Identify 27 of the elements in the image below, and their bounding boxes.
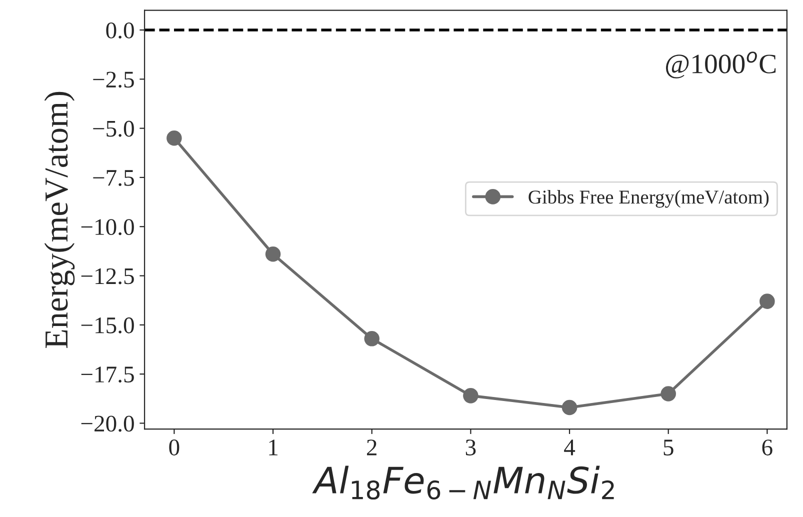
point (660, 386, 676, 402)
x-tick-label: 1 (269, 440, 278, 456)
y-tick-label: −7.5 (93, 170, 134, 186)
x-tick-label: 5 (664, 440, 674, 456)
legend-label: Gibbs Free Energy(meV/atom) (528, 190, 769, 208)
x-tick-label: 0 (169, 440, 180, 456)
point (265, 246, 281, 262)
x-tick-label: 3 (466, 440, 476, 456)
y-tick-label: −12.5 (81, 268, 134, 284)
y-axis-title: Energy(meV/atom) (44, 92, 75, 348)
y-tick-label: −20.0 (81, 416, 134, 432)
point (364, 331, 380, 346)
y-tick-label: −17.5 (81, 366, 134, 383)
y-tick-label: 0.0 (106, 22, 134, 39)
point (463, 388, 478, 404)
point (562, 400, 578, 416)
annotation: @1000$^{o}$C (666, 52, 776, 78)
x-axis-title: Al$_{18}$Fe$_{6−N}$Mn$_{N}$Si$_{2}$ (312, 466, 614, 500)
x-tick-label: 4 (564, 440, 576, 456)
y-tick-label: −10.0 (81, 219, 134, 236)
x-tick-label: 2 (366, 440, 376, 456)
y-tick-label: −2.5 (93, 72, 134, 88)
x-tick-label: 6 (762, 440, 772, 456)
point (166, 130, 182, 146)
y-tick-label: −5.0 (93, 120, 134, 137)
point (760, 294, 775, 309)
y-tick-label: −15.0 (81, 317, 134, 334)
